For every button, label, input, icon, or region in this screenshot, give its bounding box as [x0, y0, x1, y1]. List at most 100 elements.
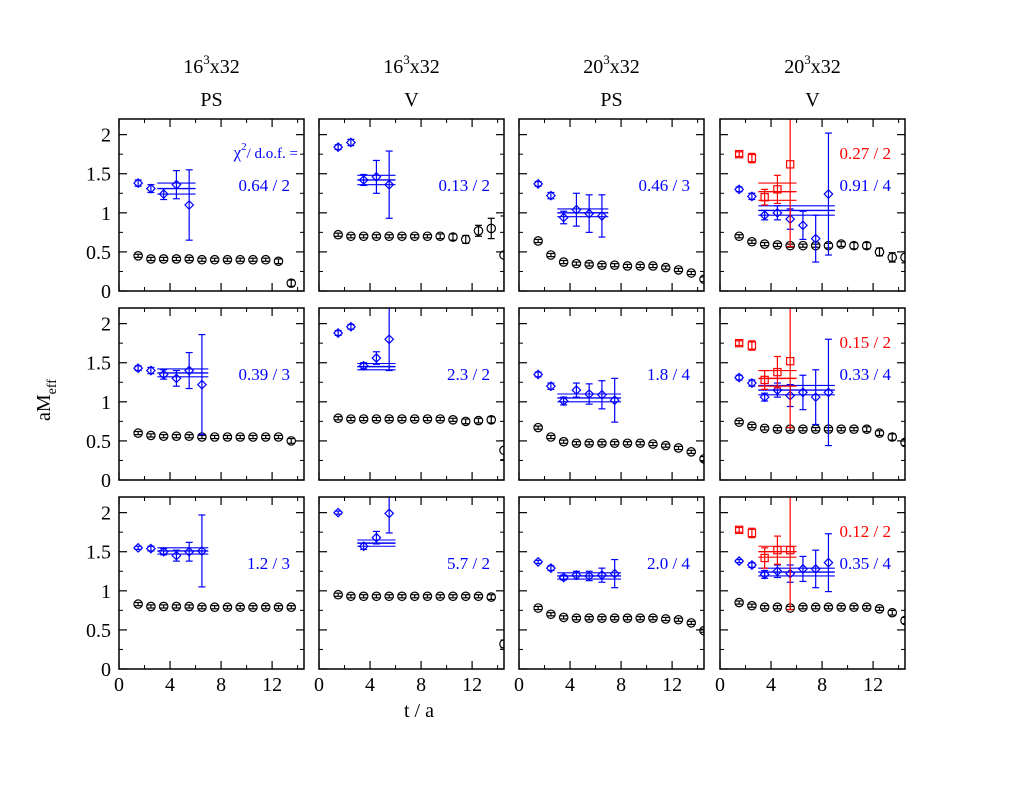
ground-state-point — [260, 254, 271, 265]
excited-state-point — [558, 572, 569, 583]
ground-state-point — [836, 239, 847, 249]
ground-state-point — [836, 602, 847, 613]
ground-state-point — [622, 438, 633, 449]
ground-state-point — [460, 591, 471, 602]
ground-state-point — [533, 236, 543, 246]
ground-state-point — [422, 591, 433, 602]
ground-state-point — [597, 613, 607, 623]
excited-state-point — [158, 189, 169, 200]
ground-state-point — [648, 613, 658, 623]
ground-state-point — [333, 229, 343, 240]
excited-state-point — [759, 569, 770, 580]
lattice-exponent: 3 — [203, 52, 210, 67]
excited-state-point — [772, 385, 783, 396]
panel-data — [533, 369, 704, 464]
y-axis-label-sub: eff — [45, 379, 60, 395]
chi2-value-label: 0.64 / 2 — [239, 176, 290, 195]
panel-r2-c1: 0 0.5 1 1.5 2 0.39 / 3 — [86, 307, 305, 492]
ground-state-point — [158, 431, 169, 442]
chi2-value-label: 0.39 / 3 — [239, 365, 290, 384]
ground-state-point — [235, 254, 246, 265]
panel-data — [133, 333, 297, 446]
excited-state-point — [609, 395, 620, 406]
excited-state-point — [196, 379, 207, 390]
excited-state-point — [810, 233, 821, 244]
ground-state-point — [686, 268, 697, 278]
lattice-suffix: x32 — [811, 56, 841, 78]
excited-state-point — [184, 199, 195, 211]
panel-frame — [518, 118, 705, 292]
column-channel-label: PS — [600, 89, 622, 111]
ground-state-point — [849, 424, 859, 434]
excited-state-point — [797, 387, 808, 398]
ground-state-point — [384, 414, 394, 424]
lattice-suffix: x32 — [210, 56, 240, 78]
ground-state-point — [409, 231, 420, 242]
panel-data — [133, 514, 297, 613]
ground-state-point — [584, 613, 594, 623]
y-tick-label: 1 — [101, 581, 111, 603]
excited-state-point — [772, 207, 783, 218]
ground-state-point — [759, 423, 770, 434]
excited-state-point — [584, 570, 595, 582]
ground-state-point — [235, 602, 246, 613]
panel-data — [734, 308, 905, 448]
x-tick-label: 0 — [114, 674, 124, 696]
ground-state-point — [558, 436, 569, 447]
ground-state-point — [571, 438, 582, 449]
ground-state-point — [473, 591, 484, 602]
ground-state-point — [286, 278, 297, 288]
ground-state-point — [673, 443, 684, 453]
ground-state-point — [197, 602, 207, 613]
ground-state-point — [622, 261, 633, 271]
panel-r2-c2: 2.3 / 2 — [318, 307, 505, 481]
ground-state-point — [358, 231, 369, 242]
column-channel-label: V — [805, 89, 820, 111]
ground-state-point — [798, 602, 808, 613]
x-tick-label: 4 — [565, 674, 575, 696]
panel-frame — [518, 496, 705, 670]
excited-state-point — [797, 220, 808, 231]
ground-state-point — [810, 602, 821, 613]
excited-state-point — [333, 507, 344, 518]
panel-r3-c2: 0 4 8 12 5.7 / 2 — [314, 496, 505, 696]
lattice-suffix: x32 — [610, 56, 640, 78]
ground-state-point — [273, 256, 284, 267]
x-tick-label: 4 — [165, 674, 175, 696]
ground-state-point — [460, 234, 471, 245]
panel-data — [133, 169, 297, 288]
ground-state-point — [409, 414, 420, 424]
ground-state-point — [184, 431, 194, 442]
excited-state-point — [746, 191, 757, 202]
second-excited-state-point — [785, 160, 795, 169]
excited-state-point — [810, 392, 821, 403]
ground-state-point — [346, 231, 356, 242]
y-tick-label: 2 — [101, 125, 111, 147]
ground-state-point — [397, 414, 407, 424]
ground-state-point — [146, 254, 156, 264]
panel-r1-c2: 0.13 / 2 — [318, 118, 505, 292]
x-tick-label: 12 — [863, 674, 883, 696]
y-tick-label: 1 — [101, 203, 111, 225]
ground-state-point — [558, 612, 569, 623]
lattice-base: 16 — [183, 56, 203, 78]
excited-state-point — [571, 385, 582, 396]
chi2-value-label: 0.35 / 4 — [840, 554, 892, 573]
lattice-base: 20 — [784, 56, 804, 78]
excited-state-point — [810, 563, 821, 574]
column-lattice-label: 203x32 — [583, 52, 640, 78]
excited-state-point — [145, 365, 156, 376]
ground-state-point — [397, 591, 407, 602]
excited-state-point — [533, 556, 544, 567]
lattice-exponent: 3 — [804, 52, 811, 67]
panel-r2-c3: 1.8 / 4 — [518, 307, 705, 481]
ground-state-point — [371, 591, 382, 602]
ground-state-point — [798, 424, 808, 434]
second-excited-state-point — [747, 153, 757, 163]
ground-state-point — [473, 226, 484, 236]
chi2-value-label: 5.7 / 2 — [447, 554, 490, 573]
chi2-value-label: 0.12 / 2 — [840, 522, 891, 541]
panel-frame — [318, 307, 505, 481]
excited-state-point — [184, 365, 195, 376]
